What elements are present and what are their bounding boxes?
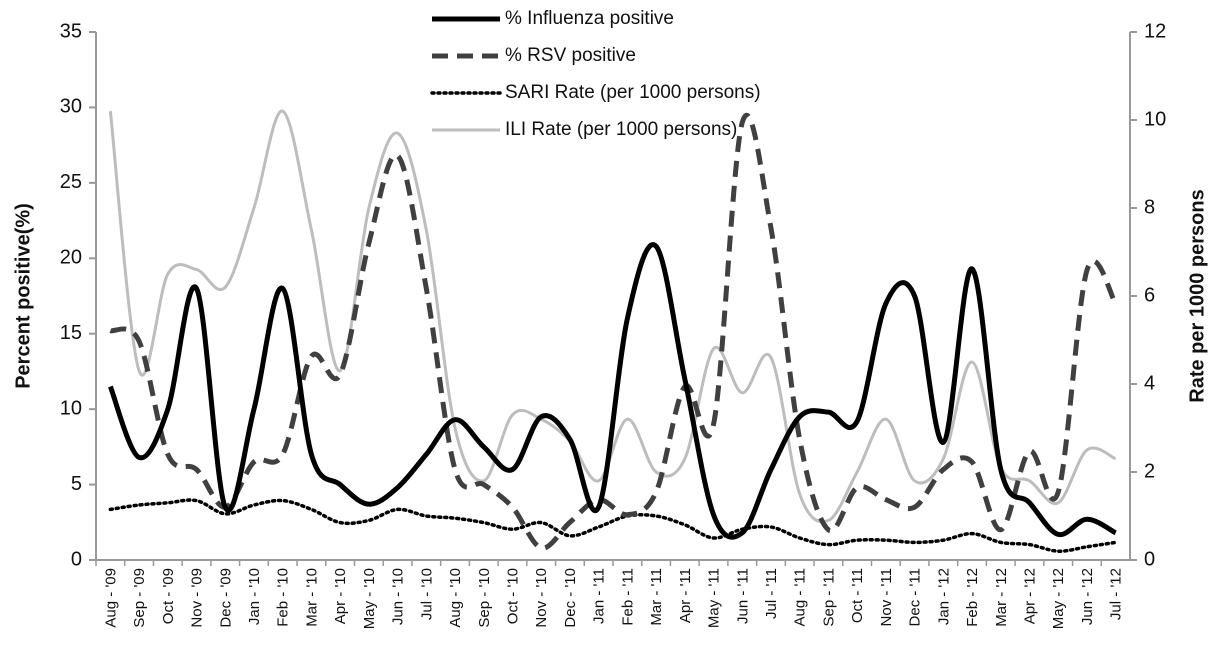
x-tick-label: Oct - '10 [504,568,521,624]
x-tick-label: Oct - '11 [849,568,866,623]
x-tick-label: Sep - '10 [476,568,493,628]
y2-tick-label: 12 [1144,20,1166,42]
y-tick-label: 30 [60,96,82,118]
x-tick-label: May - '12 [1050,568,1067,629]
x-tick-label: May - '10 [361,568,378,629]
y2-tick-label: 0 [1144,548,1155,570]
legend-label: % RSV positive [505,45,636,66]
x-tick-label: Dec - '11 [907,568,924,626]
y-tick-label: 35 [60,20,82,42]
x-tick-label: Nov - '09 [189,568,206,628]
x-tick-label: Sep - '11 [820,568,837,626]
y2-tick-label: 2 [1144,460,1155,482]
series-line [108,498,1118,553]
y-axis-title: Percent positive(%) [12,203,34,389]
x-tick-label: Apr - '12 [1021,568,1038,624]
x-tick-label: Oct - '09 [160,568,177,624]
x-tick-label: Dec - '10 [562,568,579,628]
y-tick-label: 15 [60,322,82,344]
x-tick-label: Dec - '09 [217,568,234,628]
y-tick-label: 0 [71,548,82,570]
legend-label: SARI Rate (per 1000 persons) [505,82,761,103]
legend-label: % Influenza positive [505,8,674,29]
x-tick-label: Jun - '11 [734,568,751,624]
y2-tick-label: 8 [1144,196,1155,218]
x-tick-label: Jan - '10 [246,568,263,625]
x-tick-label: Mar - '11 [648,568,665,626]
x-tick-label: Apr - '11 [677,568,694,623]
x-tick-label: Mar - '10 [303,568,320,627]
x-tick-label: May - '11 [706,568,723,628]
x-tick-label: Aug - '09 [102,568,119,628]
y2-tick-label: 10 [1144,108,1166,130]
y-tick-label: 20 [60,247,82,269]
x-tick-label: Sep - '09 [131,568,148,628]
x-tick-label: Jan - '12 [935,568,952,625]
y-tick-label: 25 [60,171,82,193]
y-tick-label: 10 [60,397,82,419]
x-tick-label: Aug - '11 [792,568,809,626]
y2-axis-title: Rate per 1000 persons [1186,189,1208,402]
x-tick-label: Jul - '11 [763,568,780,619]
x-tick-label: Nov - '11 [878,568,895,626]
x-tick-label: Jun - '12 [1079,568,1096,625]
series-line [109,112,1118,551]
x-tick-label: Jun - '10 [390,568,407,625]
y-tick-label: 5 [71,473,82,495]
x-tick-label: Feb - '11 [619,568,636,626]
x-tick-label: Apr - '10 [332,568,349,624]
x-tick-label: Nov - '10 [533,568,550,628]
y2-tick-label: 6 [1144,284,1155,306]
y2-tick-label: 4 [1144,372,1155,394]
x-tick-label: Jan - '11 [591,568,608,624]
x-tick-label: Feb - '10 [275,568,292,627]
x-tick-label: Mar - '12 [993,568,1010,627]
legend-label: ILI Rate (per 1000 persons) [505,119,737,140]
series-line [108,242,1117,540]
x-tick-label: Aug - '10 [447,568,464,628]
x-tick-label: Jul - '10 [418,568,435,620]
x-tick-label: Jul - '12 [1108,568,1125,620]
x-tick-label: Feb - '12 [964,568,981,627]
